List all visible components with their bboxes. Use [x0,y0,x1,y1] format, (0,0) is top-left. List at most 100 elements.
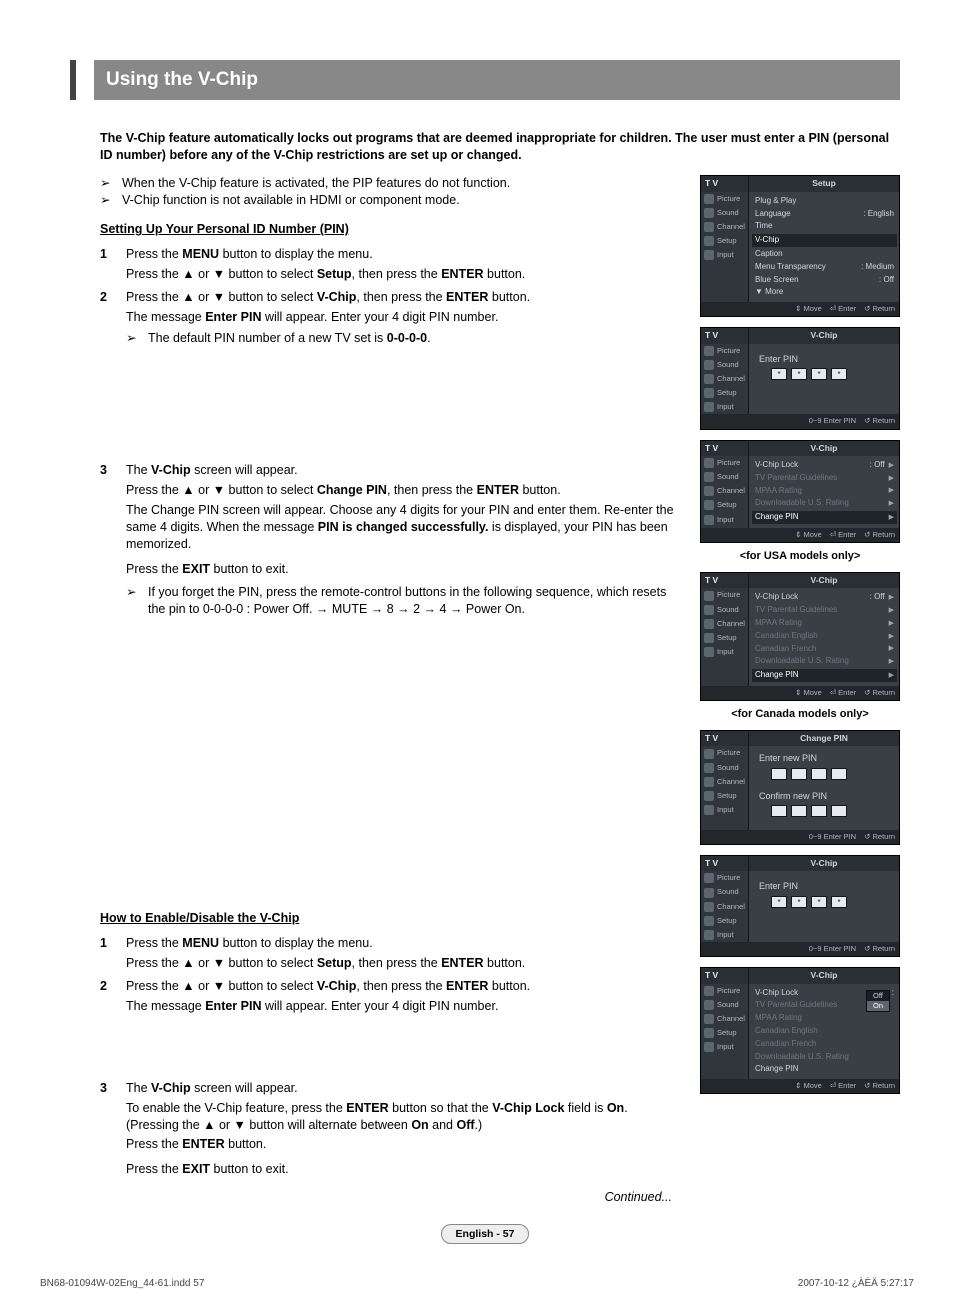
osd-footer-hint: ⇕ Move [795,688,822,698]
osd-footer-hint: 0~9 Enter PIN [809,416,856,426]
step: 2 Press the ▲ or ▼ button to select V-Ch… [100,289,682,347]
t: ENTER [346,1101,388,1115]
osd-menu-item: Canadian English [755,1025,894,1038]
nav-label: Sound [717,1000,739,1010]
osd-tv-label: T V [701,731,749,746]
osd-menu-item: MPAA Rating▶ [755,617,894,630]
section-heading: Setting Up Your Personal ID Number (PIN) [100,221,682,238]
dropdown-option: Off [867,991,889,1001]
step-body: Press the ▲ or ▼ button to select V-Chip… [126,978,682,1018]
t: button. [488,979,530,993]
pin-digit [831,805,847,817]
osd-footer-hint: ⇕ Move [795,304,822,314]
t: ENTER [446,290,488,304]
nav-label: Input [717,250,734,260]
osd-menu-item: Canadian English▶ [755,630,894,643]
osd-nav-item: Picture [701,588,748,602]
caret-icon: ▶ [889,657,894,666]
osd-nav-item: Setup [701,631,748,645]
t: ENTER [441,267,483,281]
osd-footer: ⇕ Move⏎ Enter↺ Return [701,686,899,700]
t: Press the ▲ or ▼ button to select [126,290,317,304]
osd-nav-item: Input [701,248,748,262]
t: V-Chip Lock [492,1101,564,1115]
t: , then press the [352,956,442,970]
arrow-icon [100,175,122,192]
t: Enter PIN [205,999,261,1013]
osd-nav-item: Sound [701,885,748,899]
step: 3 The V-Chip screen will appear. Press t… [100,462,682,617]
osd-tv-label: T V [701,176,749,191]
nav-label: Sound [717,360,739,370]
nav-icon [704,619,714,629]
osd-menu-item: Downloadable U.S. Rating▶ [755,497,894,510]
nav-label: Sound [717,887,739,897]
menu-item-label: Plug & Play [755,196,796,207]
spacer [70,1021,682,1077]
osd-setup: T V Setup PictureSoundChannelSetupInput … [700,175,900,317]
t: button. [225,1137,267,1151]
osd-caption: <for USA models only> [700,549,900,564]
osd-nav-item: Picture [701,984,748,998]
osd-footer-hint: ⇕ Move [795,1081,822,1091]
step-body: Press the MENU button to display the men… [126,246,682,286]
menu-item-label: Menu Transparency [755,262,826,273]
nav-icon [704,360,714,370]
t: button so that the [389,1101,493,1115]
osd-menu-item: Plug & Play [755,195,894,208]
nav-label: Input [717,930,734,940]
osd-menu-item: Change PIN▶ [752,669,897,682]
t: 0-0-0-0 [387,331,427,345]
nav-label: Input [717,402,734,412]
osd-title: Change PIN [749,731,899,746]
nav-label: Channel [717,1014,745,1024]
osd-nav-item: Input [701,803,748,817]
t: button. [488,290,530,304]
osd-menu-item: Caption [755,248,894,261]
t: Press the ▲ or ▼ button to select [126,956,317,970]
caret-icon: ▶ [889,474,894,483]
osd-footer-hint: ↺ Return [864,1081,895,1091]
note-item: V-Chip function is not available in HDMI… [100,192,682,209]
note-item: When the V-Chip feature is activated, th… [100,175,682,192]
nav-icon [704,208,714,218]
nav-icon [704,986,714,996]
arrow-icon [100,192,122,209]
step: 1 Press the MENU button to display the m… [100,935,682,975]
menu-item-label: Caption [755,249,783,260]
document-footer: BN68-01094W-02Eng_44-61.indd 57 2007-10-… [40,1277,914,1291]
osd-nav-item: Sound [701,761,748,775]
nav-label: Picture [717,194,740,204]
t: The [126,463,151,477]
t: EXIT [182,1162,210,1176]
osd-nav-item: Input [701,1040,748,1054]
osd-nav-item: Setup [701,498,748,512]
t: button. [484,956,526,970]
page: Using the V-Chip The V-Chip feature auto… [70,60,900,1244]
osd-title: V-Chip [749,573,899,588]
osd-menu-item: Menu Transparency: Medium [755,261,894,274]
pin-digit [771,768,787,780]
nav-icon [704,805,714,815]
nav-icon [704,236,714,246]
nav-icon [704,749,714,759]
note-list: When the V-Chip feature is activated, th… [100,175,682,209]
step-number: 2 [100,289,126,347]
t: Press the [126,1137,182,1151]
nav-icon [704,388,714,398]
t: , then press the [356,979,446,993]
page-number-pill: English - 57 [441,1224,530,1244]
step-subnote: The default PIN number of a new TV set i… [148,330,431,347]
step-subnote: If you forget the PIN, press the remote-… [148,584,682,618]
t: button to exit. [210,562,289,576]
menu-item-label: Time [755,221,772,232]
osd-nav-item: Channel [701,617,748,631]
osd-nav-item: Picture [701,344,748,358]
menu-item-label: V-Chip [755,235,779,246]
menu-item-label: V-Chip Lock [755,460,798,471]
pin-digit: * [831,896,847,908]
nav-icon [704,486,714,496]
t: V-Chip [151,463,191,477]
osd-nav-item: Setup [701,1026,748,1040]
osd-enter-pin-2: T V V-Chip PictureSoundChannelSetupInput… [700,855,900,957]
